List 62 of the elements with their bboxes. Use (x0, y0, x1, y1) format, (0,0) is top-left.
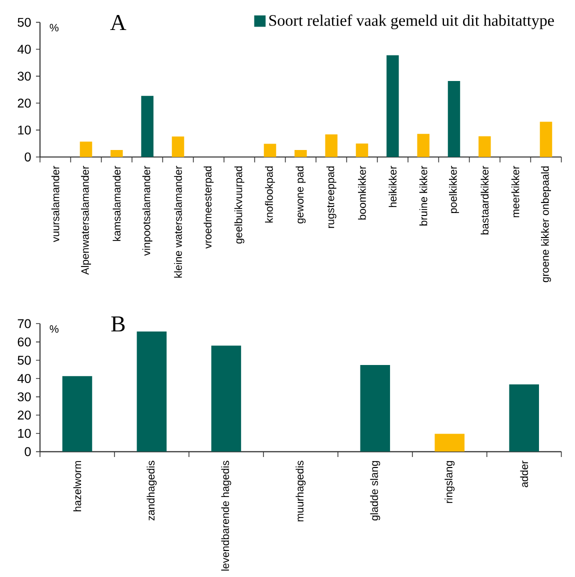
bar (62, 376, 92, 452)
y-axis-title: % (50, 24, 59, 32)
y-tick-label: 40 (17, 374, 31, 384)
bar (509, 384, 539, 452)
x-tick-label: zandhagedis (146, 460, 157, 520)
y-tick-label: 20 (18, 98, 31, 108)
x-tick-label: geelbuikvuurpad (234, 166, 244, 244)
bar (141, 96, 154, 157)
y-tick-label: 0 (24, 447, 31, 456)
chart-title: B (111, 316, 125, 332)
bar (80, 142, 92, 157)
x-tick-label: gewone pad (296, 166, 306, 224)
bar (172, 136, 184, 157)
bar (356, 144, 368, 157)
bar (136, 332, 167, 452)
y-tick-label: 70 (18, 319, 31, 328)
chart-title: A (110, 14, 126, 30)
x-tick-label: adder (520, 460, 528, 488)
y-tick-label: 0 (24, 152, 31, 162)
bar (386, 55, 399, 157)
x-tick-label: bastaardkikker (480, 166, 489, 234)
x-tick-label: hazelworm (73, 461, 82, 512)
bar (325, 134, 338, 157)
x-tick-label: vinpootsalamander (142, 166, 152, 256)
bar (448, 81, 460, 157)
x-tick-label: Alpenwatersalamander (81, 166, 91, 275)
y-tick-label: 40 (17, 44, 31, 54)
bar (294, 150, 307, 157)
bar (264, 144, 276, 157)
bar (211, 346, 242, 452)
bar (478, 136, 491, 157)
bar (417, 134, 430, 157)
y-tick-label: 50 (18, 18, 31, 27)
y-tick-label: 20 (18, 410, 31, 420)
y-tick-label: 30 (18, 392, 31, 402)
x-tick-label: boomkikker (358, 166, 366, 220)
x-tick-label: meerkikker (511, 166, 520, 218)
x-tick-label: rugstreeppad (326, 166, 336, 228)
bar (434, 434, 465, 452)
x-tick-label: kamsalamander (112, 166, 121, 241)
bar (110, 150, 123, 157)
x-tick-label: vroedmeesterpad (204, 166, 214, 249)
y-tick-label: 10 (18, 126, 31, 135)
legend-label: Soort relatief vaak gemeld uit dit habitattype (269, 14, 554, 30)
x-tick-label: vuursalamander (51, 166, 60, 242)
x-tick-label: bruine kikker (419, 166, 428, 226)
y-tick-label: 60 (18, 337, 31, 346)
x-tick-label: kleine watersalamander (174, 166, 182, 278)
x-tick-label: poelkikker (449, 166, 459, 214)
bar (540, 122, 552, 157)
y-tick-label: 30 (18, 72, 31, 81)
y-tick-label: 10 (18, 428, 31, 438)
y-tick-label: 50 (18, 356, 31, 365)
x-tick-label: ringslang (444, 461, 455, 503)
x-tick-label: heikikker (388, 166, 397, 208)
bar (360, 364, 390, 452)
x-tick-label: muurhagedis (296, 460, 306, 522)
x-tick-label: knoflookpad (265, 166, 275, 223)
x-tick-label: levendbarende hagedis (221, 460, 232, 571)
y-axis-title: % (50, 325, 59, 333)
x-tick-label: gladde slang (370, 461, 380, 520)
x-tick-label: groene kikker onbepaald (541, 166, 551, 282)
